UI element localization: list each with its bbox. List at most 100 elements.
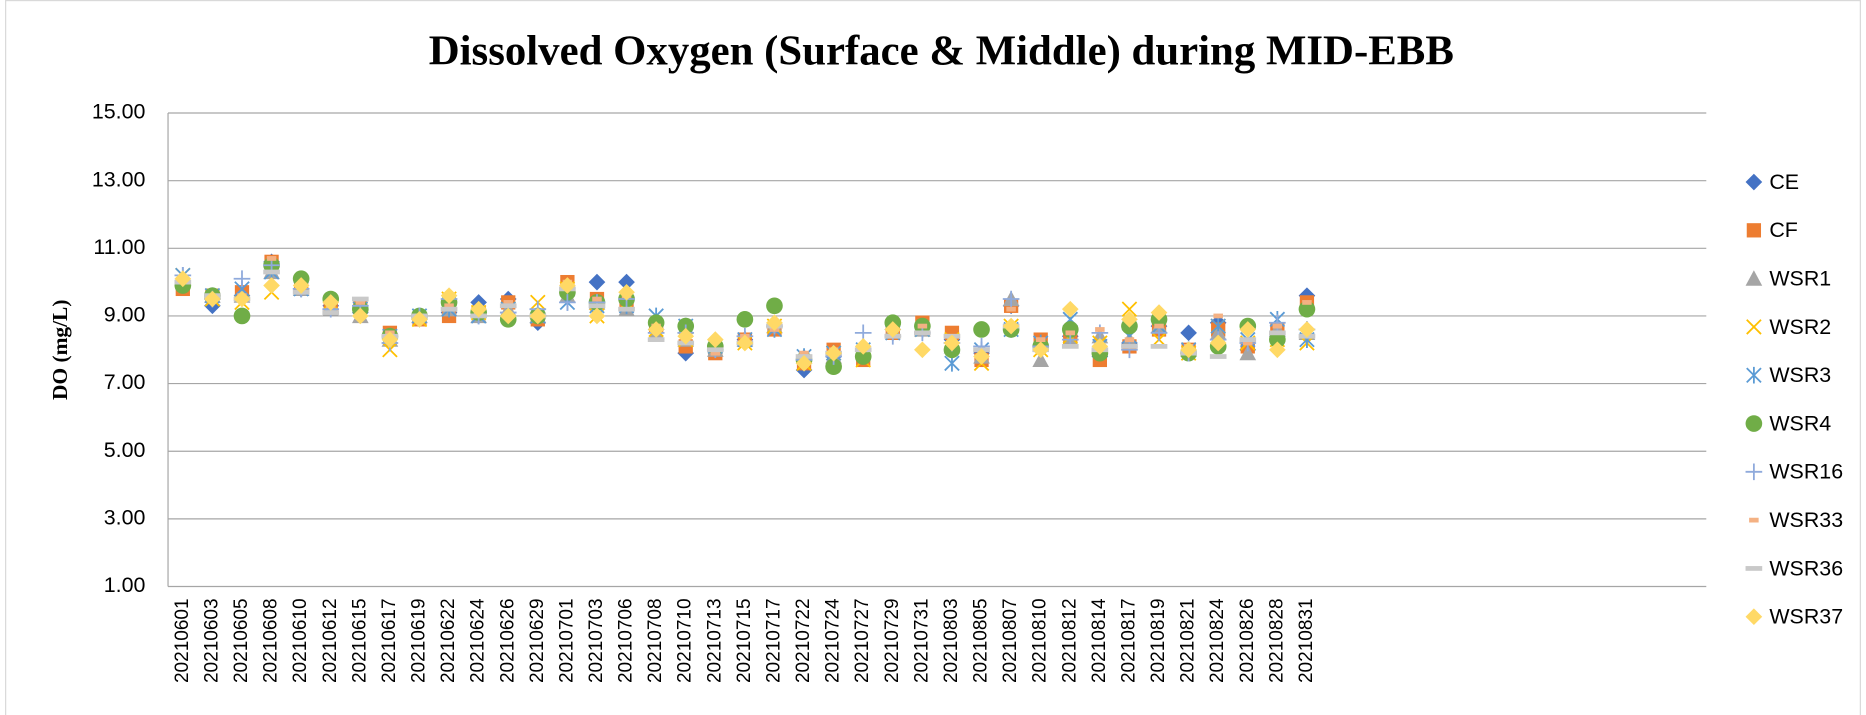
x-tick-label: 20210624 — [468, 598, 489, 683]
x-tick-label: 20210717 — [763, 598, 784, 683]
data-point — [825, 344, 842, 362]
legend-marker — [1745, 415, 1763, 432]
data-point — [647, 337, 665, 343]
data-point — [351, 307, 369, 325]
data-point — [710, 350, 721, 356]
x-tick-label: 20210807 — [1000, 598, 1021, 683]
x-tick-label: 20210615 — [349, 598, 370, 683]
data-point — [1002, 317, 1020, 335]
x-tick-label: 20210803 — [941, 598, 962, 683]
data-point — [233, 270, 251, 288]
x-tick-label: 20210724 — [823, 598, 844, 683]
data-point — [444, 303, 454, 309]
x-tick-label: 20210619 — [409, 598, 430, 683]
x-tick-label: 20210706 — [616, 598, 637, 683]
data-point — [266, 256, 277, 261]
legend-marker — [1745, 566, 1763, 571]
x-tick-label: 20210727 — [852, 598, 873, 683]
x-tick-label: 20210610 — [290, 598, 311, 683]
data-point — [174, 270, 192, 288]
data-point — [736, 311, 754, 328]
legend-label: WSR1 — [1769, 266, 1831, 290]
data-point — [322, 310, 340, 315]
data-point — [233, 307, 251, 325]
x-tick-label: 20210821 — [1178, 598, 1199, 683]
y-tick-label: 15.00 — [92, 100, 146, 124]
data-point — [825, 358, 842, 376]
data-point — [204, 290, 221, 308]
x-tick-label: 20210612 — [320, 598, 341, 683]
data-point — [1209, 354, 1227, 359]
data-point — [381, 331, 399, 348]
data-point — [917, 323, 928, 329]
data-point — [588, 303, 606, 309]
y-tick-label: 11.00 — [93, 235, 145, 259]
data-point — [263, 277, 280, 294]
data-point — [233, 290, 251, 308]
x-tick-label: 20210605 — [231, 598, 252, 683]
data-point — [1269, 331, 1286, 348]
y-axis-label: DO (mg/L) — [48, 300, 72, 400]
data-point — [529, 307, 547, 325]
data-point — [1298, 300, 1316, 318]
legend-label: CF — [1769, 218, 1798, 242]
data-point — [351, 296, 369, 302]
legend-label: WSR37 — [1769, 605, 1843, 629]
y-tick-label: 13.00 — [92, 167, 146, 191]
data-point — [470, 300, 487, 318]
legend-marker — [1745, 608, 1763, 626]
data-point — [706, 347, 724, 353]
chart-title: Dissolved Oxygen (Surface & Middle) duri… — [429, 28, 1454, 75]
data-point — [1121, 311, 1138, 328]
x-tick-label: 20210831 — [1296, 598, 1317, 683]
x-tick-label: 20210810 — [1030, 598, 1051, 683]
legend-marker — [1745, 270, 1763, 286]
data-point — [1032, 351, 1050, 368]
y-tick-label: 1.00 — [104, 573, 146, 597]
data-point — [1239, 344, 1257, 361]
x-tick-label: 20210629 — [527, 598, 548, 683]
x-tick-label: 20210715 — [734, 598, 755, 683]
data-point — [973, 348, 990, 365]
data-point — [1121, 344, 1138, 349]
data-point — [1154, 323, 1164, 329]
x-tick-label: 20210601 — [172, 598, 193, 683]
data-point — [914, 330, 931, 336]
x-tick-label: 20210608 — [261, 598, 282, 683]
x-tick-label: 20210731 — [911, 598, 932, 683]
x-tick-label: 20210722 — [793, 598, 814, 683]
data-point — [1124, 337, 1135, 343]
y-tick-label: 7.00 — [104, 370, 146, 394]
data-point — [1213, 313, 1223, 319]
data-point — [618, 306, 635, 312]
data-point — [854, 348, 872, 365]
data-point — [355, 300, 366, 305]
data-point — [973, 321, 990, 338]
chart-border — [5, 0, 1861, 715]
x-tick-label: 20210710 — [675, 598, 696, 683]
data-point — [588, 307, 606, 325]
x-tick-label: 20210729 — [882, 598, 903, 683]
legend-label: WSR33 — [1769, 508, 1843, 532]
legend-label: WSR4 — [1769, 411, 1831, 435]
x-tick-label: 20210826 — [1237, 598, 1258, 683]
x-tick-label: 20210713 — [704, 598, 725, 683]
data-point — [1065, 330, 1076, 336]
x-tick-label: 20210817 — [1118, 598, 1139, 683]
data-point — [799, 350, 809, 356]
data-point — [1061, 344, 1079, 349]
x-tick-label: 20210701 — [556, 598, 577, 683]
data-point — [1035, 337, 1046, 343]
x-tick-label: 20210708 — [645, 598, 666, 683]
legend-marker — [1749, 517, 1759, 523]
data-point — [1006, 306, 1016, 312]
data-point — [1302, 300, 1312, 305]
data-point — [1061, 300, 1079, 318]
data-point — [766, 297, 783, 315]
x-tick-label: 20210828 — [1266, 598, 1287, 683]
x-tick-label: 20210703 — [586, 598, 607, 683]
x-tick-label: 20210617 — [379, 598, 400, 683]
data-point — [1269, 330, 1286, 336]
